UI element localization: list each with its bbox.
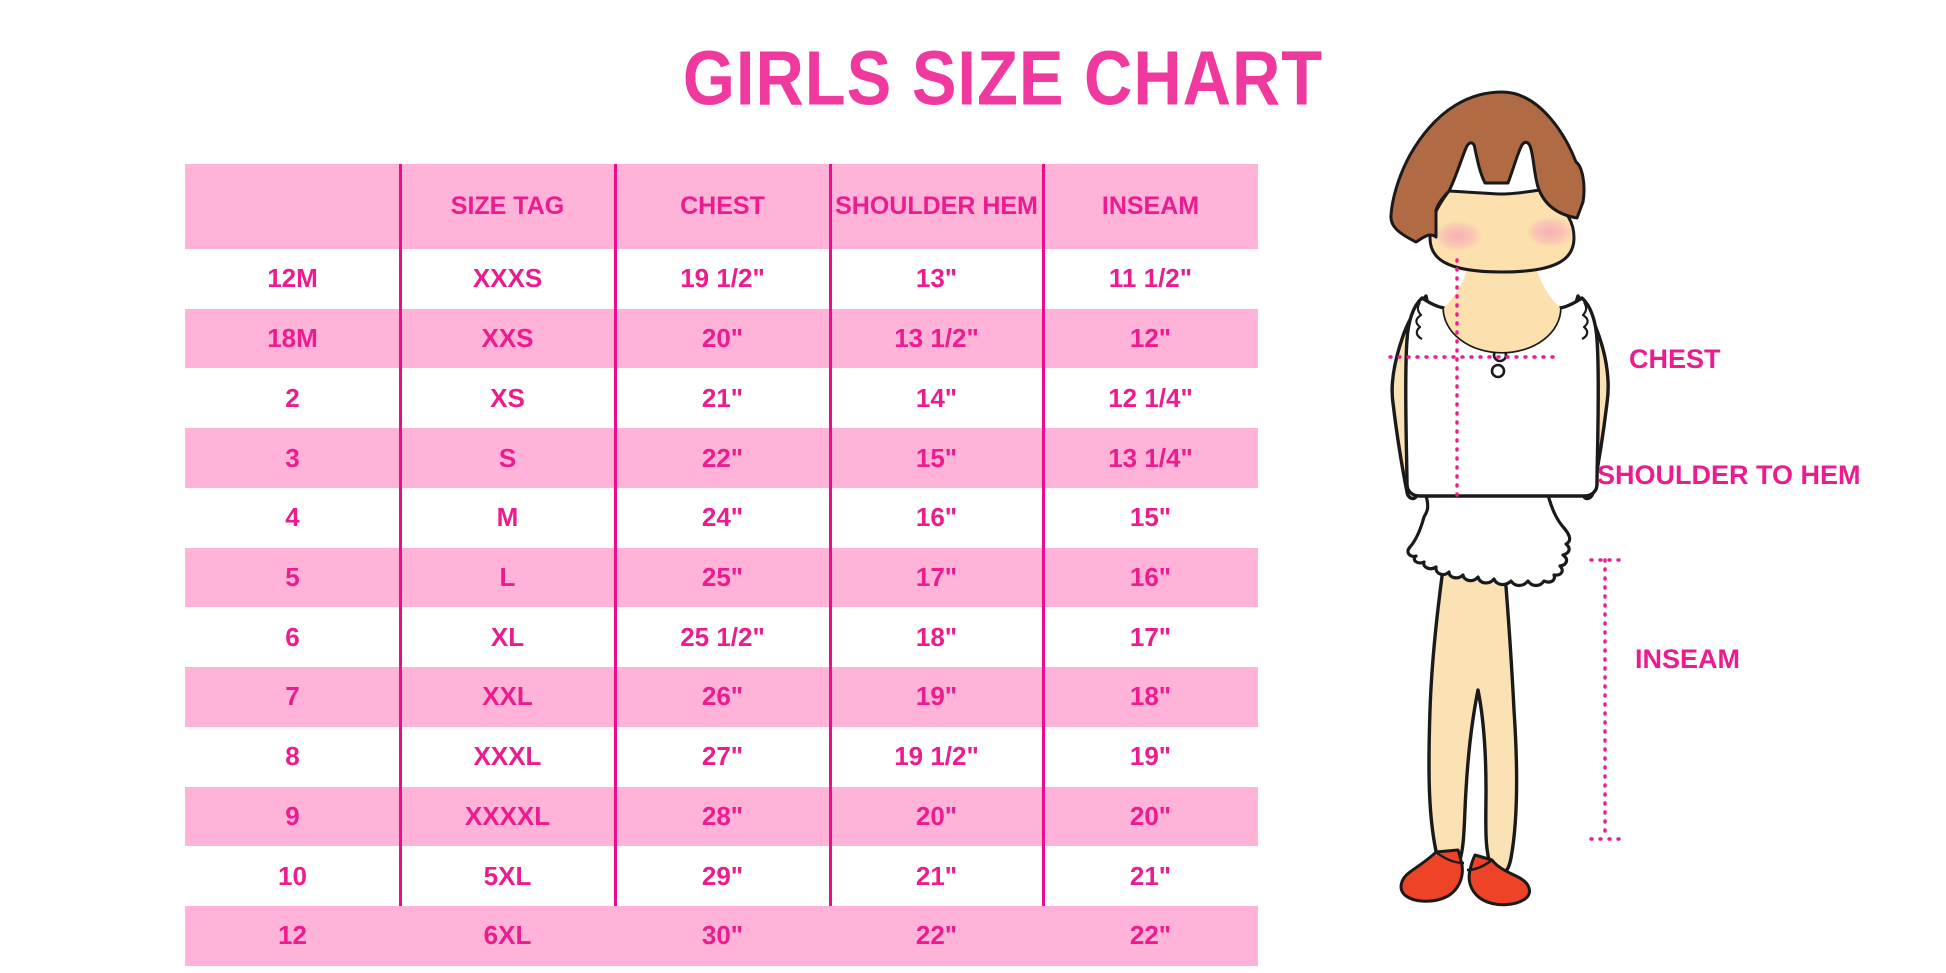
svg-text:CHEST: CHEST — [1629, 344, 1721, 374]
svg-text:SHOULDER TO HEM: SHOULDER TO HEM — [1597, 460, 1861, 490]
svg-text:INSEAM: INSEAM — [1635, 644, 1740, 674]
